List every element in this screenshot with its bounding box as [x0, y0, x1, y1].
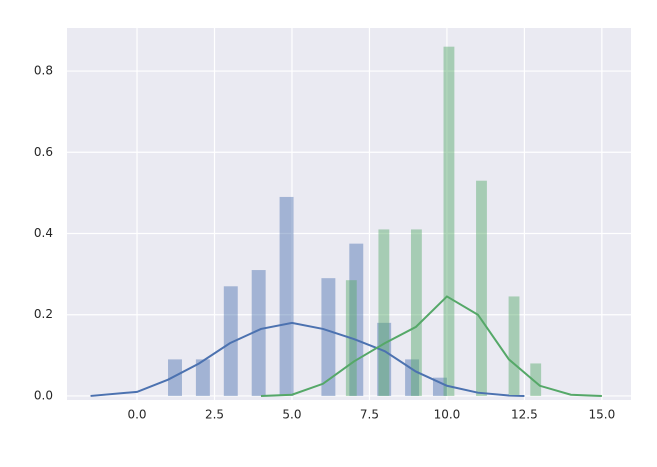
histogram-bar	[168, 359, 182, 396]
y-tick-label: 0.4	[34, 226, 53, 240]
x-tick-label: 12.5	[511, 408, 538, 422]
histogram-bar	[279, 196, 294, 396]
x-tick-label: 2.5	[205, 408, 224, 422]
y-tick-label: 0.8	[34, 64, 53, 78]
x-tick-label: 7.5	[360, 408, 379, 422]
histogram-bar	[432, 377, 447, 396]
histogram-bar	[195, 359, 210, 396]
histogram-bar	[251, 270, 266, 396]
x-tick-label: 15.0	[589, 408, 616, 422]
histogram-bar	[223, 286, 238, 396]
histogram-bar	[410, 229, 422, 396]
histogram-bar	[476, 180, 487, 396]
histogram-bar	[530, 363, 542, 396]
y-tick-label: 0.2	[34, 307, 53, 321]
histogram-bar	[405, 359, 420, 396]
histogram-bar	[378, 229, 390, 396]
histogram-bar	[321, 278, 336, 396]
histogram-bar	[443, 46, 455, 396]
x-tick-label: 0.0	[127, 408, 146, 422]
y-tick-label: 0.0	[34, 388, 53, 402]
x-tick-label: 5.0	[282, 408, 301, 422]
kde-line	[260, 295, 602, 397]
x-tick-label: 10.0	[434, 408, 461, 422]
histogram-bar	[508, 296, 520, 396]
y-tick-label: 0.6	[34, 145, 53, 159]
kde-line	[90, 321, 525, 397]
